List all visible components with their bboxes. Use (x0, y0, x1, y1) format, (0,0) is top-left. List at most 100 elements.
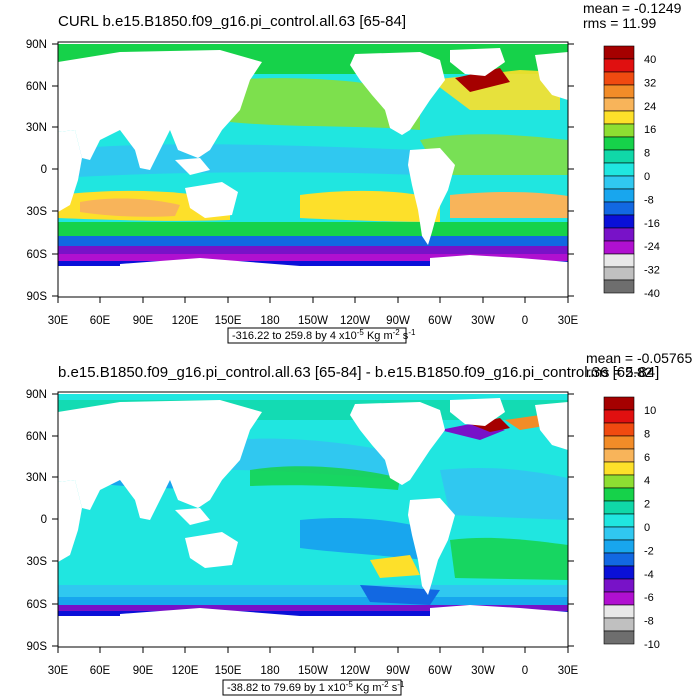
lat-label: 0 (41, 514, 47, 526)
colorbar-swatch (603, 461, 635, 476)
colorbar-label: -2 (644, 545, 654, 557)
colorbar-swatch (603, 266, 635, 281)
colorbar-swatch (603, 513, 635, 528)
colorbar-swatch (603, 591, 635, 606)
colorbar-label: -24 (644, 241, 660, 253)
panel-1-mean: mean = -0.1249 (583, 0, 682, 16)
lat-label: 30S (27, 556, 48, 568)
colorbar-swatch (603, 500, 635, 515)
lat-label: 60N (26, 431, 47, 443)
colorbar-label: -8 (644, 616, 654, 628)
colorbar-label: -10 (644, 639, 660, 651)
colorbar-label: -8 (644, 194, 654, 206)
lon-label: 30W (471, 665, 495, 677)
colorbar-swatch (603, 617, 635, 632)
lon-label: 120W (340, 315, 370, 327)
colorbar-label: 32 (644, 77, 656, 89)
colorbar-swatch (603, 604, 635, 619)
lon-label: 60W (428, 315, 452, 327)
colorbar-label: 24 (644, 101, 656, 113)
lon-label: 30E (558, 315, 579, 327)
panel-1: CURL b.e15.B1850.f09_g16.pi_control.all.… (26, 0, 682, 344)
lon-label: 150E (215, 665, 242, 677)
colorbar-label: -16 (644, 218, 660, 230)
colorbar-swatch (603, 71, 635, 86)
colorbar-label: 2 (644, 499, 650, 511)
lon-label: 90W (386, 665, 410, 677)
lon-label: 90W (386, 315, 410, 327)
colorbar-label: -40 (644, 288, 660, 300)
lat-label: 30S (27, 206, 48, 218)
colorbar-swatch (603, 578, 635, 593)
colorbar-swatch (603, 110, 635, 125)
panel-2-lat-axis: 90N 60N 30N 0 30S 60S 90S (26, 389, 574, 653)
colorbar-swatch (603, 253, 635, 268)
panel-2-range-label: -38.82 to 79.69 by 1 x10-5 Kg m-2 s-1 (222, 679, 405, 696)
lon-label: 30E (48, 315, 69, 327)
colorbar-swatch (603, 539, 635, 554)
lon-label: 0 (522, 315, 528, 327)
panel-1-map (58, 42, 568, 297)
lon-label: 120E (172, 665, 199, 677)
panel-1-rms: rms = 11.99 (583, 15, 656, 31)
colorbar-swatch (603, 240, 635, 255)
panel-2-rms: rms = 2.82 (586, 364, 653, 380)
colorbar-swatch (603, 227, 635, 242)
colorbar-swatch (603, 162, 635, 177)
colorbar-label: 10 (644, 405, 656, 417)
lat-label: 60S (27, 599, 48, 611)
panel-1-lat-axis: 90N 60N 30N 0 30S 60S 90S (26, 39, 574, 303)
panel-2-mean: mean = -0.05765 (586, 350, 692, 366)
colorbar-label: 16 (644, 124, 656, 136)
panel-1-title: CURL b.e15.B1850.f09_g16.pi_control.all.… (58, 13, 406, 30)
panel-1-lon-axis: 30E 60E 90E 120E 150E 180 150W 120W 90W … (48, 297, 579, 327)
colorbar-swatch (603, 409, 635, 424)
colorbar-swatch (603, 487, 635, 502)
panel-1-range-label: -316.22 to 259.8 by 4 x10-5 Kg m-2 s-1 (227, 327, 416, 344)
colorbar-label: -6 (644, 592, 654, 604)
lon-label: 30W (471, 315, 495, 327)
colorbar-label: 0 (644, 171, 650, 183)
colorbar-swatch (603, 97, 635, 112)
lon-label: 0 (522, 665, 528, 677)
colorbar-label: 40 (644, 54, 656, 66)
lon-label: 150E (215, 315, 242, 327)
colorbar-swatch (603, 188, 635, 203)
svg-text:-316.22 to 259.8 by 4 x10-5 Kg: -316.22 to 259.8 by 4 x10-5 Kg m-2 s-1 (232, 328, 416, 342)
colorbar-label: 6 (644, 452, 650, 464)
colorbar-swatch (603, 279, 635, 294)
lon-label: 90E (133, 665, 154, 677)
lat-label: 90N (26, 389, 47, 401)
lon-label: 30E (558, 665, 579, 677)
colorbar-swatch (603, 201, 635, 216)
lat-label: 90S (27, 291, 48, 303)
panel-1-colorbar: 40 32 24 16 8 0 -8 -16 -24 -32 -40 (603, 45, 660, 300)
colorbar-swatch (603, 84, 635, 99)
colorbar-swatch (603, 149, 635, 164)
colorbar-label: 8 (644, 428, 650, 440)
lon-label: 180 (260, 665, 279, 677)
colorbar-swatch (603, 58, 635, 73)
colorbar-swatch (603, 45, 635, 60)
colorbar-swatch (603, 448, 635, 463)
panel-2-lon-axis: 30E 60E 90E 120E 150E 180 150W 120W 90W … (48, 647, 579, 677)
svg-text:-38.82 to 79.69 by 1 x10-5 Kg: -38.82 to 79.69 by 1 x10-5 Kg m-2 s-1 (227, 680, 405, 694)
lat-label: 30N (26, 472, 47, 484)
land-mask (58, 48, 568, 297)
lon-label: 120W (340, 665, 370, 677)
panel-2-title: b.e15.B1850.f09_g16.pi_control.all.63 [6… (58, 364, 659, 381)
panel-2: b.e15.B1850.f09_g16.pi_control.all.63 [6… (26, 350, 692, 696)
lon-label: 150W (298, 665, 328, 677)
colorbar-label: 8 (644, 148, 650, 160)
colorbar-swatch (603, 630, 635, 645)
panel-2-colorbar: 10 8 6 4 2 0 -2 -4 -6 -8 -10 (603, 396, 660, 651)
colorbar-swatch (603, 526, 635, 541)
lon-label: 60E (90, 665, 111, 677)
lon-label: 60E (90, 315, 111, 327)
colorbar-label: 0 (644, 522, 650, 534)
colorbar-swatch (603, 396, 635, 411)
lat-label: 30N (26, 122, 47, 134)
colorbar-label: -4 (644, 569, 654, 581)
colorbar-label: 4 (644, 475, 650, 487)
